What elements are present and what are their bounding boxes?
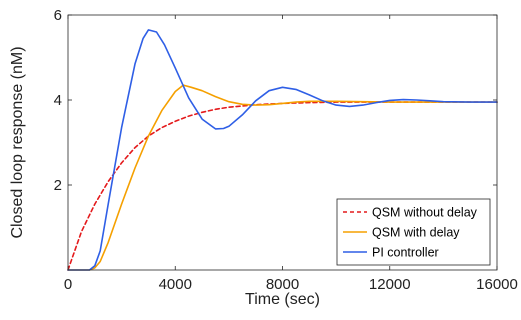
legend-label-1: QSM without delay: [372, 206, 478, 220]
x-tick-label: 12000: [369, 276, 411, 293]
y-tick-label: 2: [54, 177, 62, 194]
legend-label-2: QSM with delay: [372, 226, 460, 240]
x-tick-label: 4000: [159, 276, 192, 293]
legend: QSM without delay QSM with delay PI contro…: [336, 198, 491, 266]
x-axis-label: Time (sec): [245, 291, 320, 308]
x-tick-label: 16000: [476, 276, 518, 293]
y-tick-label: 6: [54, 7, 62, 24]
series-line-1: [67, 101, 498, 271]
x-tick-label: 0: [64, 276, 72, 293]
axes-layer: 0 4000 8000 12000 16000 2 4 6: [54, 7, 518, 293]
series-line-3: [67, 29, 498, 271]
series-layer: [67, 29, 498, 271]
y-axis-label: Closed loop response (nM): [9, 46, 26, 238]
x-tick-label: 8000: [266, 276, 299, 293]
legend-label-3: PI controller: [372, 246, 439, 260]
y-tick-label: 4: [54, 92, 62, 109]
